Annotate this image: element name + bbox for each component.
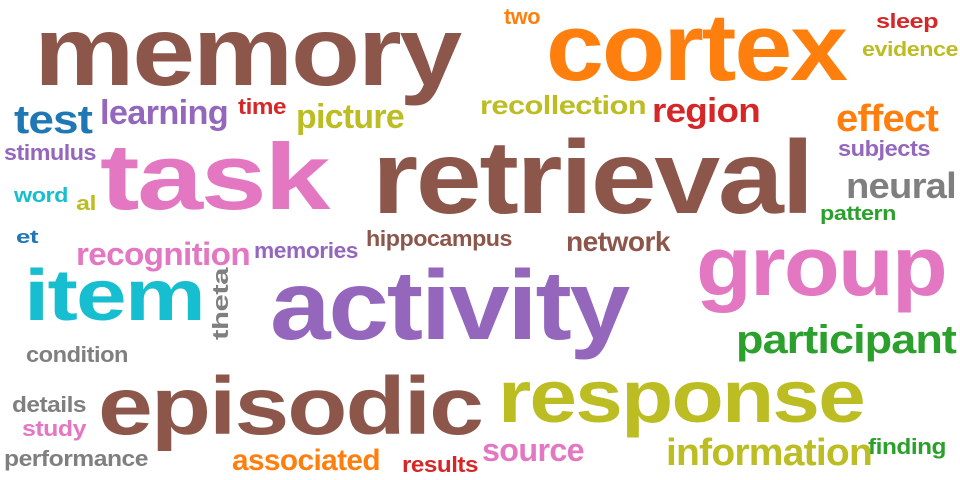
word-hippocampus: hippocampus xyxy=(366,226,512,251)
word-theta: theta xyxy=(208,268,233,340)
word-source: source xyxy=(482,432,585,468)
word-recognition: recognition xyxy=(76,236,251,272)
word-pattern: pattern xyxy=(820,203,896,225)
word-finding: finding xyxy=(868,434,946,459)
word-item: item xyxy=(24,256,206,336)
word-stimulus: stimulus xyxy=(4,140,96,165)
word-results: results xyxy=(402,452,478,477)
word-learning: learning xyxy=(100,94,229,132)
word-effect: effect xyxy=(836,98,939,140)
word-memory: memory xyxy=(34,0,462,106)
word-episodic: episodic xyxy=(98,361,484,452)
word-network: network xyxy=(566,226,671,257)
word-task: task xyxy=(100,124,330,229)
word-et: et xyxy=(16,227,39,247)
word-response: response xyxy=(498,355,866,438)
word-neural: neural xyxy=(846,165,957,206)
word-recollection: recollection xyxy=(480,90,647,120)
word-associated: associated xyxy=(232,444,381,477)
word-cortex: cortex xyxy=(546,0,848,101)
word-condition: condition xyxy=(26,342,128,367)
word-information: information xyxy=(666,432,873,474)
word-time: time xyxy=(238,94,286,119)
word-two: two xyxy=(504,4,540,29)
word-study: study xyxy=(22,416,87,441)
word-region: region xyxy=(652,92,761,130)
word-memories: memories xyxy=(254,238,358,263)
word-word: word xyxy=(14,185,68,207)
word-al: al xyxy=(76,193,97,215)
word-picture: picture xyxy=(296,98,405,136)
word-test: test xyxy=(14,98,93,142)
word-retrieval: retrieval xyxy=(372,120,814,236)
word-activity: activity xyxy=(270,250,630,360)
word-group: group xyxy=(696,219,948,313)
word-participant: participant xyxy=(736,318,957,362)
word-evidence: evidence xyxy=(862,39,958,61)
word-details: details xyxy=(12,392,86,417)
word-sleep: sleep xyxy=(876,11,939,33)
word-subjects: subjects xyxy=(838,136,930,161)
word-performance: performance xyxy=(4,446,148,471)
